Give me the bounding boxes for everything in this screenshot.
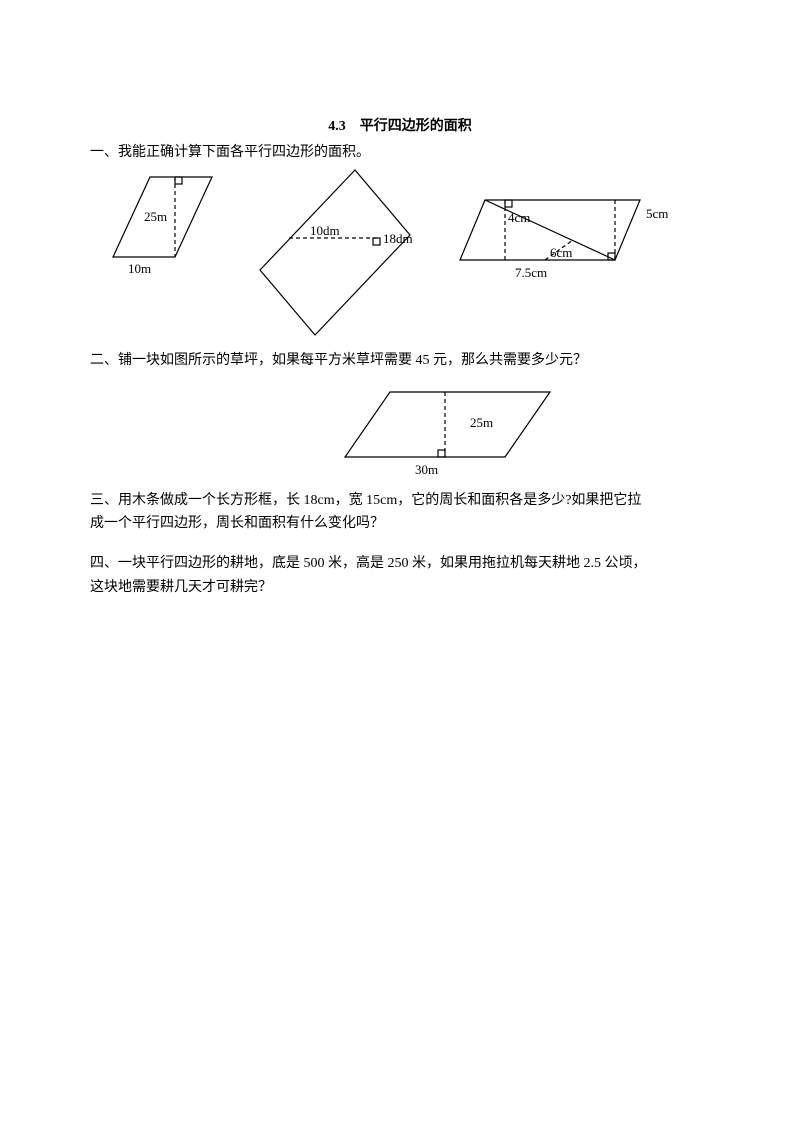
q3-line2: 成一个平行四边形，周长和面积有什么变化吗？: [90, 512, 710, 536]
q1-fig3-base: 7.5cm: [515, 265, 547, 280]
q3-line1: 三、用木条做成一个长方形框，长 18cm，宽 15cm，它的周长和面积各是多少?…: [90, 489, 710, 513]
q1-fig3-h1: 4cm: [508, 210, 530, 225]
q2-fig-base: 30m: [415, 462, 438, 477]
q1-fig2-side: 18dm: [383, 231, 413, 246]
q1-figures: 25m 10m 10dm 18dm: [90, 165, 710, 345]
q1-fig1-height: 25m: [144, 209, 167, 224]
q1-fig1-base: 10m: [128, 261, 151, 276]
q2-text: 二、铺一块如图所示的草坪，如果每平方米草坪需要 45 元，那么共需要多少元？: [90, 349, 710, 373]
q4-line2: 这块地需要耕几天才可耕完？: [90, 576, 710, 600]
q2-figure-wrap: 25m 30m: [330, 377, 710, 487]
q1-text: 一、我能正确计算下面各平行四边形的面积。: [90, 141, 710, 165]
q2-fig-height: 25m: [470, 415, 493, 430]
q2-fig: 25m 30m: [330, 377, 570, 487]
q1-fig3: 4cm 5cm 6cm 7.5cm: [450, 180, 680, 310]
page-title: 4.3 平行四边形的面积: [90, 115, 710, 135]
q4-line1: 四、一块平行四边形的耕地，底是 500 米，高是 250 米，如果用拖拉机每天耕…: [90, 552, 710, 576]
q1-fig2-height: 10dm: [310, 223, 340, 238]
q1-fig1: 25m 10m: [90, 165, 250, 285]
q1-fig3-h2: 5cm: [646, 206, 668, 221]
q1-fig2: 10dm 18dm: [250, 165, 450, 345]
q1-fig3-diag: 6cm: [550, 245, 572, 260]
